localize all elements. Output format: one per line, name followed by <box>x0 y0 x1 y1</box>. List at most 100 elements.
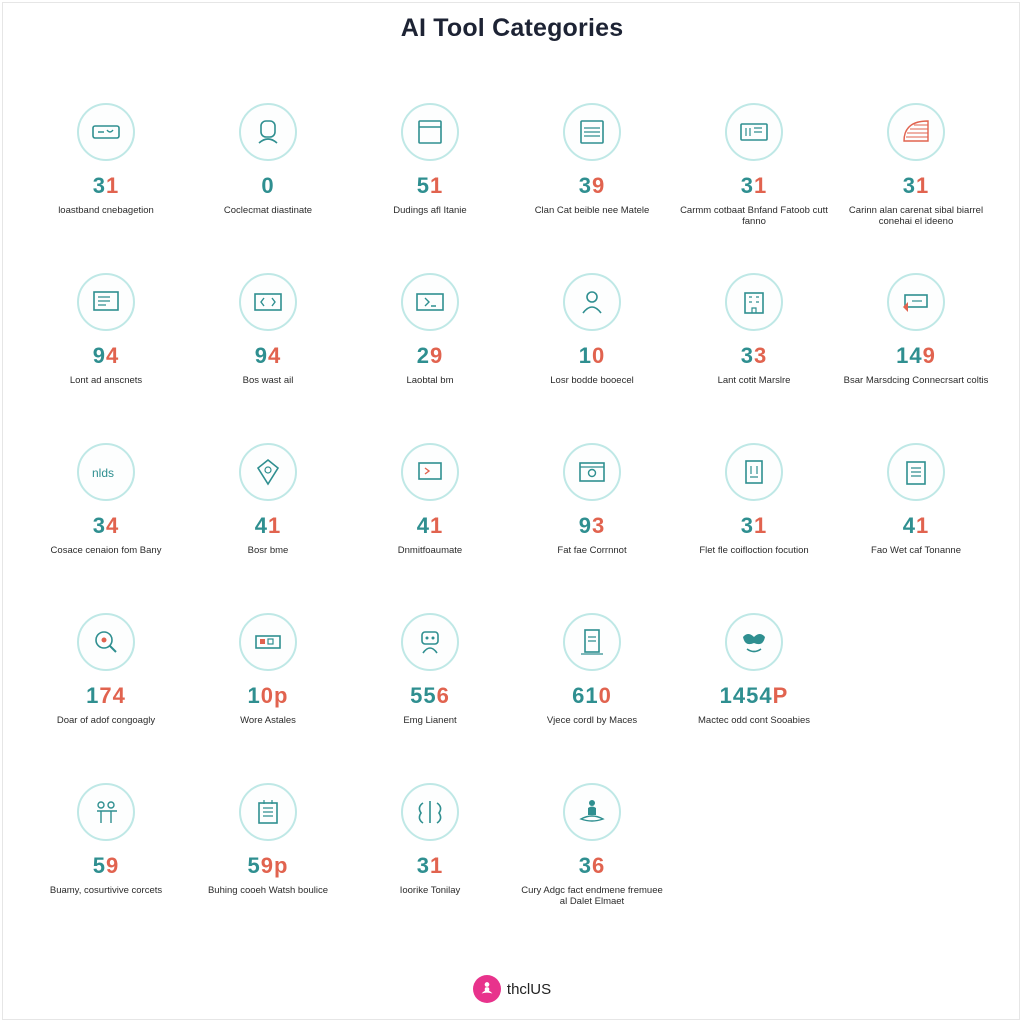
nlds-text-icon: nlds <box>77 443 135 501</box>
meditation-logo-icon <box>472 975 501 1003</box>
category-label: Bos wast ail <box>242 375 294 386</box>
meditation-icon <box>563 783 621 841</box>
count-part-b: 1 <box>430 173 444 198</box>
keyboard-icon <box>239 613 297 671</box>
category-card[interactable]: 31 Carmm cotbaat Bnfand Fatoob cutt fann… <box>673 95 835 265</box>
robot-head-icon <box>239 103 297 161</box>
category-label: Fao Wet caf Tonanne <box>871 545 961 556</box>
count-part-a: 9 <box>578 513 592 538</box>
count-part-b: 1 <box>754 513 768 538</box>
category-card[interactable]: 39 Clan Cat beible nee Matele <box>511 95 673 265</box>
building-icon <box>725 273 783 331</box>
page-title: AI Tool Categories <box>400 14 624 42</box>
footer-brand[interactable]: thclUS <box>0 975 1024 1003</box>
category-label: Ioorike Tonilay <box>399 885 461 896</box>
category-card[interactable]: 10 Losr bodde booecel <box>511 265 673 435</box>
category-card[interactable]: 51 Dudings afl Itanie <box>349 95 511 265</box>
count-part-b: 4 <box>106 343 120 368</box>
category-count: 93 <box>579 514 606 538</box>
shield-face-icon <box>239 443 297 501</box>
category-count: 41 <box>255 514 282 538</box>
category-card[interactable]: 59 Buamy, cosurtivive corcets <box>25 775 187 945</box>
category-card[interactable]: 29 Laobtal bm <box>349 265 511 435</box>
count-part-b: 3 <box>754 343 768 368</box>
category-count: 149 <box>896 344 936 368</box>
count-part-a: 3 <box>416 853 430 878</box>
count-part-a: 4 <box>416 513 430 538</box>
tooth-smile-icon <box>725 613 783 671</box>
count-part-a: 55 <box>410 683 437 708</box>
category-card[interactable]: 0 Coclecmat diastinate <box>187 95 349 265</box>
count-part-a: 2 <box>416 343 430 368</box>
category-count: 29 <box>417 344 444 368</box>
category-card[interactable]: 93 Fat fae Corrnnot <box>511 435 673 605</box>
server-icon <box>725 103 783 161</box>
category-card[interactable]: 149 Bsar Marsdcing Connecrsart coltis <box>835 265 997 435</box>
category-label: Wore Astales <box>240 715 296 726</box>
count-part-b: 0 <box>592 343 606 368</box>
category-card[interactable]: 31 Flet fle coifloction focution <box>673 435 835 605</box>
category-card[interactable]: 10p Wore Astales <box>187 605 349 775</box>
count-part-a: 3 <box>740 513 754 538</box>
count-part-b: 4 <box>106 513 120 538</box>
category-count: 41 <box>903 514 930 538</box>
trash-doc-icon <box>725 443 783 501</box>
count-part-a: 5 <box>416 173 430 198</box>
count-part-a: 3 <box>92 173 106 198</box>
count-part-b: 74 <box>99 683 126 708</box>
dome-icon <box>887 103 945 161</box>
count-part-b: 1 <box>916 173 930 198</box>
count-part-b: 4 <box>268 343 282 368</box>
camera-window-icon <box>563 443 621 501</box>
category-label: Clan Cat beible nee Matele <box>534 205 650 216</box>
count-part-b: 9 <box>592 173 606 198</box>
count-part-b: 9p <box>260 853 289 878</box>
category-card[interactable]: 31 Carinn alan carenat sibal biarrel con… <box>835 95 997 265</box>
count-part-b: 6 <box>436 683 450 708</box>
category-count: 31 <box>741 514 768 538</box>
category-card[interactable]: 41 Dnmitfoaumate <box>349 435 511 605</box>
category-card[interactable]: 36 Cury Adgc fact endmene fremuee al Dal… <box>511 775 673 945</box>
browser-window-icon <box>563 103 621 161</box>
category-label: Mactec odd cont Sooabies <box>698 715 810 726</box>
category-card[interactable]: 94 Lont ad anscnets <box>25 265 187 435</box>
count-part-b: 1 <box>106 173 120 198</box>
category-card <box>835 605 997 775</box>
count-part-a: 4 <box>902 513 916 538</box>
category-count: 94 <box>93 344 120 368</box>
document-window-icon <box>401 103 459 161</box>
category-card[interactable]: 41 Fao Wet caf Tonanne <box>835 435 997 605</box>
category-label: Coclecmat diastinate <box>223 205 313 216</box>
category-count: 51 <box>417 174 444 198</box>
category-card[interactable]: 41 Bosr bme <box>187 435 349 605</box>
count-part-a: 14 <box>896 343 923 368</box>
category-count: 10 <box>579 344 606 368</box>
category-label: Doar of adof congoagly <box>56 715 156 726</box>
category-card[interactable]: 31 Ioorike Tonilay <box>349 775 511 945</box>
count-part-b: 3 <box>592 513 606 538</box>
category-label: Cosace cenaion fom Bany <box>50 545 162 556</box>
count-part-a: 3 <box>902 173 916 198</box>
category-card[interactable]: 59p Buhing cooeh Watsh boulice <box>187 775 349 945</box>
count-part-b: 9 <box>922 343 936 368</box>
category-label: Lont ad anscnets <box>69 375 143 386</box>
category-card[interactable]: 1454P Mactec odd cont Sooabies <box>673 605 835 775</box>
category-card[interactable]: 174 Doar of adof congoagly <box>25 605 187 775</box>
category-count: 556 <box>410 684 450 708</box>
count-part-a: 0 <box>261 173 275 198</box>
count-part-b: 1 <box>430 853 444 878</box>
category-card[interactable]: 556 Emg Lianent <box>349 605 511 775</box>
category-card[interactable]: 610 Vjece cordl by Maces <box>511 605 673 775</box>
category-card[interactable]: 33 Lant cotit Marslre <box>673 265 835 435</box>
count-part-b: P <box>772 683 789 708</box>
category-card[interactable]: 94 Bos wast ail <box>187 265 349 435</box>
category-label: Cury Adgc fact endmene fremuee al Dalet … <box>521 885 663 907</box>
category-card[interactable]: 31 loastband cnebagetion <box>25 95 187 265</box>
category-card[interactable]: nlds 34 Cosace cenaion fom Bany <box>25 435 187 605</box>
category-count: 0 <box>261 174 274 198</box>
category-count: 610 <box>572 684 612 708</box>
category-count: 1454P <box>720 684 789 708</box>
category-count: 31 <box>93 174 120 198</box>
robot-icon <box>401 613 459 671</box>
